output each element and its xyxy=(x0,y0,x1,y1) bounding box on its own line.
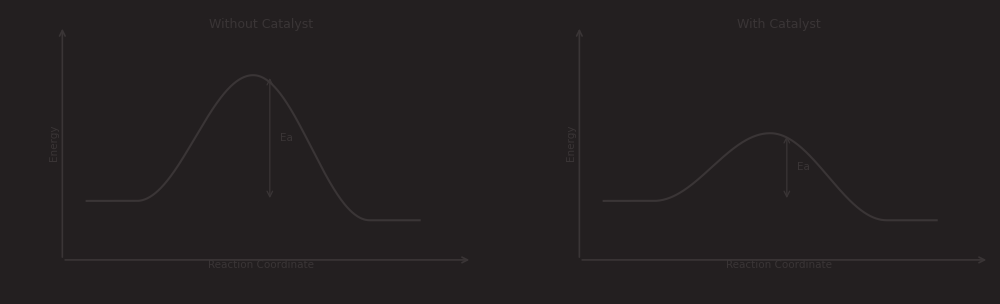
Text: Ea: Ea xyxy=(797,162,810,172)
Y-axis label: Energy: Energy xyxy=(566,125,576,161)
Title: Without Catalyst: Without Catalyst xyxy=(209,18,314,31)
Title: With Catalyst: With Catalyst xyxy=(737,18,820,31)
Text: Ea: Ea xyxy=(280,133,293,143)
X-axis label: Reaction Coordinate: Reaction Coordinate xyxy=(208,261,314,270)
Y-axis label: Energy: Energy xyxy=(49,125,59,161)
X-axis label: Reaction Coordinate: Reaction Coordinate xyxy=(726,261,832,270)
